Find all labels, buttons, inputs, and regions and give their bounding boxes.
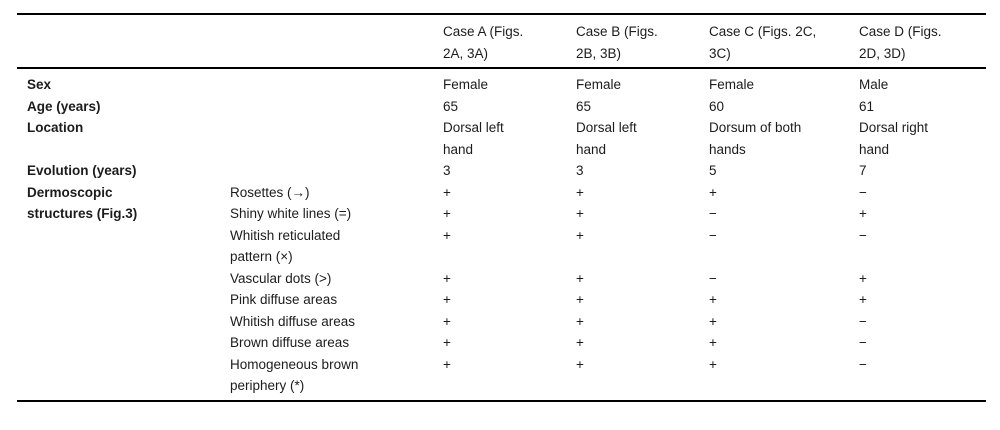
case-value: −	[709, 227, 717, 243]
sub-label	[230, 68, 443, 96]
case-value: +	[576, 335, 584, 350]
case-value: 3	[576, 163, 584, 178]
case-value: +	[709, 184, 717, 200]
table-row-shiny-white-lines: Shiny white lines (=) + + − +	[17, 203, 986, 225]
case-value: +	[576, 227, 584, 243]
sub-label	[230, 160, 443, 182]
case-value: 61	[859, 98, 875, 114]
header-case-a: Case A (Figs. 2A, 3A)	[443, 14, 576, 69]
case-value: +	[443, 292, 451, 307]
header-case-d: Case D (Figs. 2D, 3D)	[859, 14, 986, 69]
sub-label	[230, 96, 443, 118]
case-value: −	[859, 184, 867, 200]
row-label: Location	[27, 120, 84, 135]
table-body: Sex Female Female Female Male Age (years…	[17, 68, 986, 401]
sub-label: Whitish diffuse areas	[230, 313, 356, 329]
header-cell-text: Case B (Figs. 2B, 3B)	[576, 24, 658, 61]
case-value: 3	[443, 163, 451, 178]
case-value: 65	[443, 98, 459, 114]
case-value: 65	[576, 98, 592, 114]
case-value: +	[576, 184, 584, 200]
sub-label: Vascular dots (>)	[230, 270, 332, 286]
case-value: −	[709, 270, 717, 286]
table-header: Case A (Figs. 2A, 3A) Case B (Figs. 2B, …	[17, 14, 986, 69]
case-value: +	[709, 313, 717, 329]
row-label: Age (years)	[27, 98, 101, 114]
case-value: Female	[709, 77, 755, 92]
case-value: Male	[859, 77, 889, 92]
table-row-vascular-dots: Vascular dots (>) + + − +	[17, 268, 986, 290]
header-empty-label-col	[17, 14, 230, 69]
header-empty-sub-col	[230, 14, 443, 69]
header-case-c: Case C (Figs. 2C, 3C)	[709, 14, 859, 69]
case-value: +	[443, 270, 451, 286]
case-value: +	[443, 206, 451, 221]
row-group-label-dermoscopic: Dermoscopic structures (Fig.3)	[27, 184, 138, 222]
case-value: +	[859, 292, 867, 307]
case-value: Female	[443, 77, 489, 92]
case-value: +	[709, 292, 717, 307]
sub-label: Shiny white lines (=)	[230, 206, 352, 221]
case-value: +	[859, 270, 867, 286]
table-row-evolution: Evolution (years) 3 3 5 7	[17, 160, 986, 182]
case-value: Female	[576, 77, 622, 92]
case-comparison-table: Case A (Figs. 2A, 3A) Case B (Figs. 2B, …	[17, 13, 986, 402]
case-value: Dorsal left hand	[576, 120, 637, 157]
case-value: −	[859, 335, 867, 350]
sub-label: Rosettes (→)	[230, 184, 310, 200]
case-value: −	[859, 227, 867, 243]
case-value: 7	[859, 163, 867, 178]
case-value: −	[859, 356, 867, 372]
case-value: +	[443, 313, 451, 329]
case-value: +	[576, 206, 584, 221]
case-value: 60	[709, 98, 725, 114]
row-label: Sex	[27, 77, 52, 92]
case-value: +	[443, 227, 451, 243]
case-value: +	[576, 313, 584, 329]
sub-label: Brown diffuse areas	[230, 335, 350, 350]
sub-label: Homogeneous brown periphery (*)	[230, 356, 359, 394]
table-row-homogeneous-brown-periphery: Homogeneous brown periphery (*) + + + −	[17, 354, 986, 401]
case-value: Dorsum of both hands	[709, 120, 802, 157]
header-row: Case A (Figs. 2A, 3A) Case B (Figs. 2B, …	[17, 14, 986, 69]
sub-label: Whitish reticulated pattern (×)	[230, 227, 341, 265]
case-value: +	[576, 356, 584, 372]
paper-page: Case A (Figs. 2A, 3A) Case B (Figs. 2B, …	[17, 13, 986, 402]
row-label: Evolution (years)	[27, 163, 137, 178]
table-row-brown-diffuse-areas: Brown diffuse areas + + + −	[17, 332, 986, 354]
case-value: Dorsal left hand	[443, 120, 504, 157]
case-value: +	[576, 292, 584, 307]
case-value: −	[859, 313, 867, 329]
case-value: 5	[709, 163, 717, 178]
header-cell-text: Case C (Figs. 2C, 3C)	[709, 24, 817, 61]
case-value: +	[709, 356, 717, 372]
header-case-b: Case B (Figs. 2B, 3B)	[576, 14, 709, 69]
table-row-location: Location Dorsal left hand Dorsal left ha…	[17, 117, 986, 160]
table-row-pink-diffuse-areas: Pink diffuse areas + + + +	[17, 289, 986, 311]
case-value: +	[443, 335, 451, 350]
table-row-age: Age (years) 65 65 60 61	[17, 96, 986, 118]
table-row-rosettes: Dermoscopic structures (Fig.3) Rosettes …	[17, 182, 986, 222]
case-value: −	[709, 206, 717, 221]
case-value: +	[576, 270, 584, 286]
sub-label: Pink diffuse areas	[230, 292, 338, 307]
header-cell-text: Case A (Figs. 2A, 3A)	[443, 24, 524, 61]
case-value: +	[859, 206, 867, 221]
table-row-whitish-reticulated-pattern: Whitish reticulated pattern (×) + + − −	[17, 225, 986, 268]
sub-label	[230, 117, 443, 160]
case-value: +	[443, 356, 451, 372]
table-row-whitish-diffuse-areas: Whitish diffuse areas + + + −	[17, 311, 986, 333]
case-value: Dorsal right hand	[859, 120, 929, 157]
case-value: +	[709, 335, 717, 350]
header-cell-text: Case D (Figs. 2D, 3D)	[859, 24, 942, 61]
case-value: +	[443, 184, 451, 200]
table-row-sex: Sex Female Female Female Male	[17, 68, 986, 96]
